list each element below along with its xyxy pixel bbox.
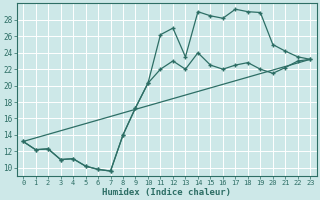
X-axis label: Humidex (Indice chaleur): Humidex (Indice chaleur) [102,188,231,197]
